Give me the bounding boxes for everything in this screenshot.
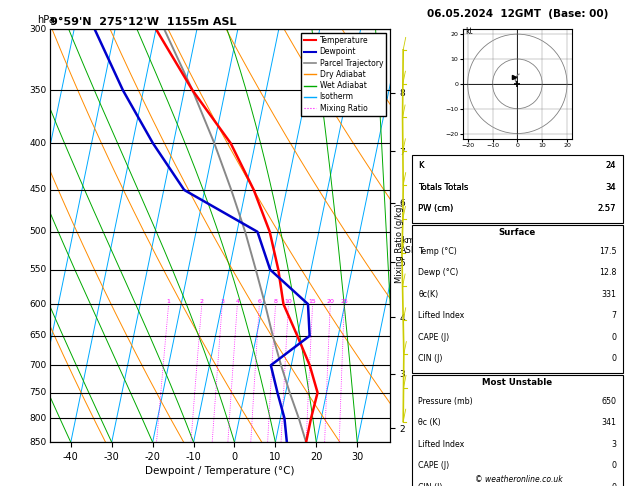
Text: 12.8: 12.8: [599, 268, 616, 278]
Text: 8: 8: [274, 299, 277, 304]
Text: Pressure (mb): Pressure (mb): [418, 397, 473, 406]
Text: 700: 700: [30, 361, 47, 370]
Text: K: K: [418, 161, 424, 171]
Text: 331: 331: [601, 290, 616, 299]
Text: 600: 600: [30, 299, 47, 309]
Text: 450: 450: [30, 186, 47, 194]
Text: 2.57: 2.57: [598, 204, 616, 213]
Text: 7: 7: [611, 312, 616, 320]
Text: 350: 350: [30, 86, 47, 95]
Text: 0: 0: [611, 483, 616, 486]
Text: 20: 20: [326, 299, 334, 304]
Text: 10: 10: [284, 299, 292, 304]
Text: PW (cm): PW (cm): [418, 204, 454, 213]
Text: Surface: Surface: [499, 228, 536, 237]
Text: 650: 650: [601, 397, 616, 406]
Text: 15: 15: [309, 299, 316, 304]
Text: 24: 24: [606, 161, 616, 171]
Text: 1: 1: [167, 299, 170, 304]
Text: Dewp (°C): Dewp (°C): [418, 268, 459, 278]
Text: 0: 0: [611, 333, 616, 342]
Text: CAPE (J): CAPE (J): [418, 461, 450, 470]
Text: PW (cm): PW (cm): [418, 204, 454, 213]
Text: hPa: hPa: [36, 15, 55, 25]
Text: CIN (J): CIN (J): [418, 483, 443, 486]
Text: 17.5: 17.5: [599, 247, 616, 256]
Text: 550: 550: [30, 265, 47, 274]
Text: 34: 34: [606, 183, 616, 192]
Text: Totals Totals: Totals Totals: [418, 183, 469, 192]
Text: 300: 300: [30, 25, 47, 34]
Text: K: K: [418, 161, 424, 171]
Text: 650: 650: [30, 331, 47, 340]
Text: θᴄ(K): θᴄ(K): [418, 290, 438, 299]
Text: Lifted Index: Lifted Index: [418, 440, 465, 449]
Text: 500: 500: [30, 227, 47, 236]
Text: kt: kt: [465, 27, 473, 36]
Text: LCL: LCL: [431, 426, 446, 435]
Text: © weatheronline.co.uk: © weatheronline.co.uk: [475, 474, 563, 484]
Text: θᴄ (K): θᴄ (K): [418, 418, 441, 427]
X-axis label: Dewpoint / Temperature (°C): Dewpoint / Temperature (°C): [145, 466, 295, 476]
Text: 25: 25: [340, 299, 348, 304]
Text: 24: 24: [606, 161, 616, 171]
Text: 6: 6: [257, 299, 261, 304]
Text: 800: 800: [30, 414, 47, 423]
Text: 34: 34: [606, 183, 616, 192]
Text: Totals Totals: Totals Totals: [418, 183, 469, 192]
Y-axis label: km
ASL: km ASL: [400, 236, 416, 255]
Text: CAPE (J): CAPE (J): [418, 333, 450, 342]
Bar: [412, 375, 623, 486]
Text: Temp (°C): Temp (°C): [418, 247, 457, 256]
Text: Lifted Index: Lifted Index: [418, 312, 465, 320]
Text: 3: 3: [611, 440, 616, 449]
Text: Mixing Ratio (g/kg): Mixing Ratio (g/kg): [395, 203, 404, 283]
Text: 750: 750: [30, 388, 47, 397]
Text: Most Unstable: Most Unstable: [482, 378, 552, 387]
Bar: [412, 225, 623, 373]
Text: 06.05.2024  12GMT  (Base: 00): 06.05.2024 12GMT (Base: 00): [426, 9, 608, 19]
Text: 2.57: 2.57: [598, 204, 616, 213]
Text: 850: 850: [30, 438, 47, 447]
Text: 0: 0: [611, 461, 616, 470]
Text: 3: 3: [220, 299, 225, 304]
Text: 400: 400: [30, 139, 47, 148]
Text: 341: 341: [601, 418, 616, 427]
Bar: [412, 155, 623, 223]
Text: 4: 4: [235, 299, 240, 304]
Text: 2: 2: [200, 299, 204, 304]
Legend: Temperature, Dewpoint, Parcel Trajectory, Dry Adiabat, Wet Adiabat, Isotherm, Mi: Temperature, Dewpoint, Parcel Trajectory…: [301, 33, 386, 116]
Text: 0: 0: [611, 354, 616, 364]
Text: CIN (J): CIN (J): [418, 354, 443, 364]
Text: 9°59'N  275°12'W  1155m ASL: 9°59'N 275°12'W 1155m ASL: [50, 17, 237, 27]
